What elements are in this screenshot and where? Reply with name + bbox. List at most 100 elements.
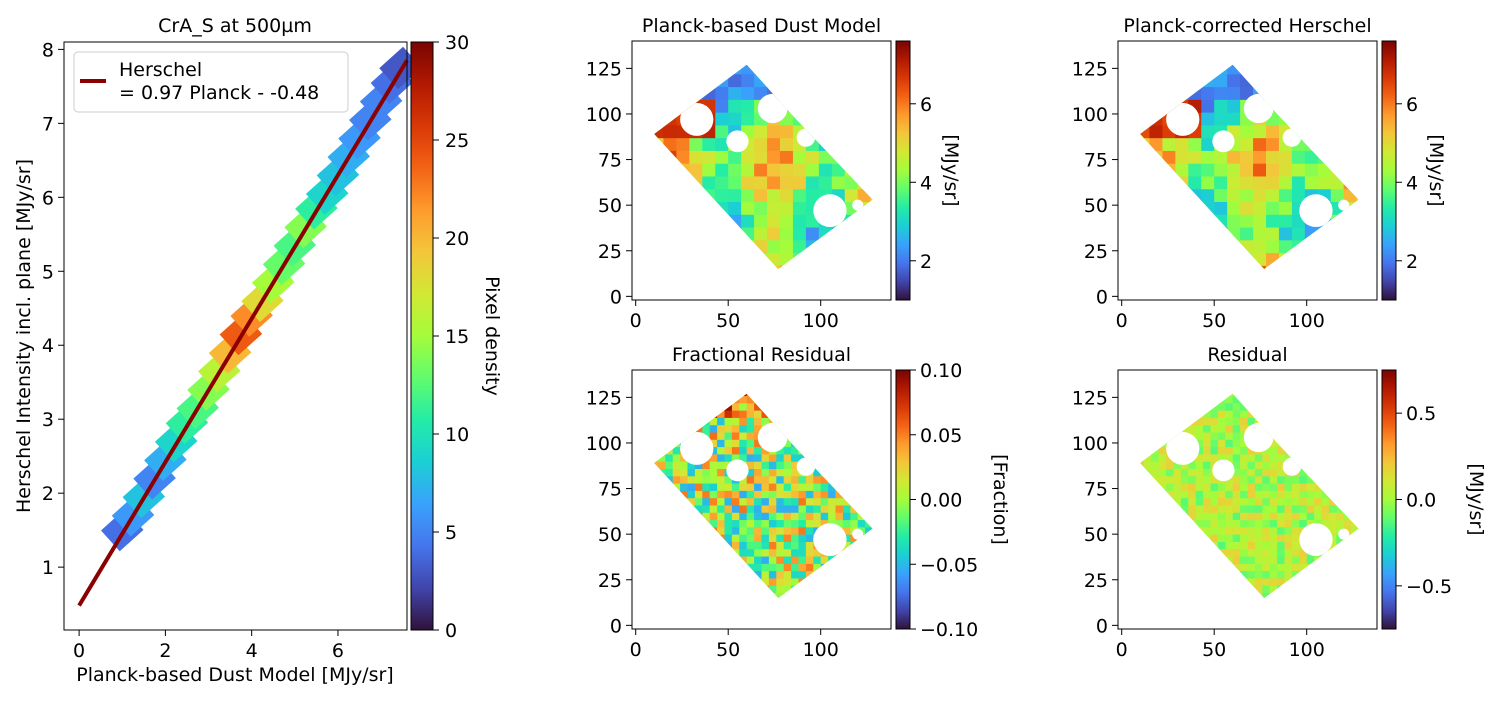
y-tick-label: 25: [1084, 241, 1108, 263]
masked-hole: [1299, 194, 1333, 228]
corrected_herschel-colorbar-label: [MJy/sr]: [1425, 134, 1447, 206]
hist2d-x-label: Planck-based Dust Model [MJy/sr]: [76, 664, 393, 686]
colorbar-tick-label: 4: [920, 172, 932, 194]
legend-entry-line2: = 0.97 Planck - -0.48: [119, 82, 319, 104]
colorbar-tick-label: 6: [920, 94, 932, 116]
colorbar-tick-label: 0.0: [1406, 490, 1436, 512]
colorbar-tick-label: 0.5: [1406, 403, 1436, 425]
legend-box: [73, 51, 349, 113]
y-tick-label: 1: [42, 557, 54, 579]
colorbar-tick-label: 2: [920, 251, 932, 273]
y-tick-label: 50: [598, 195, 622, 217]
colorbar-tick-label: 5: [445, 522, 457, 544]
masked-hole: [726, 130, 749, 153]
colorbar-tick-label: 4: [1406, 172, 1418, 194]
dust_model-map-field: [654, 64, 873, 269]
map-panels: Planck-based Dust Model 0 50 100 0 25 50 75 100 1…: [586, 15, 1487, 661]
hist2d-x-ticks: 0 2 4 6: [73, 630, 344, 662]
masked-hole: [757, 93, 788, 124]
y-tick-label: 125: [1072, 58, 1108, 80]
masked-hole: [726, 459, 749, 482]
y-tick-label: 0: [610, 615, 622, 637]
colorbar-tick-label: −0.10: [920, 619, 978, 641]
hist2d-y-ticks: 1 2 3 4 5 6 7 8: [42, 39, 64, 579]
y-tick-label: 100: [586, 433, 622, 455]
x-tick-label: 50: [1202, 310, 1226, 332]
y-tick-label: 75: [1084, 150, 1108, 172]
x-tick-label: 4: [246, 640, 258, 662]
x-tick-label: 50: [716, 310, 740, 332]
x-tick-label: 0: [1116, 639, 1128, 661]
masked-hole: [852, 199, 864, 211]
masked-hole: [796, 457, 816, 476]
fractional_residual-colorbar: [895, 369, 911, 630]
masked-hole: [1243, 93, 1274, 124]
y-tick-label: 7: [42, 113, 54, 135]
dust_model-colorbar: [895, 40, 911, 301]
y-tick-label: 8: [42, 39, 54, 61]
y-tick-label: 5: [42, 261, 54, 283]
y-tick-label: 25: [1084, 570, 1108, 592]
x-tick-label: 50: [716, 639, 740, 661]
y-tick-label: 6: [42, 187, 54, 209]
masked-hole: [813, 194, 847, 228]
dust_model-title: Planck-based Dust Model: [642, 15, 881, 37]
dust_model-panel: Planck-based Dust Model 0 50 100 0 25 50 75 100 1…: [586, 15, 962, 332]
masked-hole: [1212, 130, 1235, 153]
x-tick-label: 2: [159, 640, 171, 662]
x-tick-label: 100: [1289, 310, 1325, 332]
y-tick-label: 50: [598, 524, 622, 546]
masked-hole: [813, 523, 847, 557]
masked-hole: [1212, 459, 1235, 482]
masked-hole: [852, 528, 864, 540]
x-tick-label: 100: [1289, 639, 1325, 661]
colorbar-tick-label: 15: [445, 326, 469, 348]
y-tick-label: 125: [1072, 387, 1108, 409]
colorbar-tick-label: 25: [445, 130, 469, 152]
x-tick-label: 6: [332, 640, 344, 662]
colorbar-tick-label: 0.10: [920, 360, 962, 382]
y-tick-label: 100: [1072, 433, 1108, 455]
corrected_herschel-title: Planck-corrected Herschel: [1123, 15, 1371, 37]
masked-hole: [1166, 103, 1200, 136]
hist2d-axes-frame: [63, 41, 408, 631]
y-tick-label: 0: [610, 286, 622, 308]
hist2d-colorbar-label: Pixel density: [481, 276, 503, 396]
fractional_residual-map-field: [654, 393, 873, 598]
masked-hole: [1282, 128, 1302, 147]
legend-entry-line1: Herschel: [119, 59, 202, 81]
y-tick-label: 100: [1072, 104, 1108, 126]
y-tick-label: 50: [1084, 195, 1108, 217]
y-tick-label: 75: [598, 479, 622, 501]
hist2d-colorbar-ticks: 0 5 10 15 20 25 30: [433, 32, 469, 642]
colorbar-tick-label: 20: [445, 228, 469, 250]
colorbar-tick-label: 30: [445, 32, 469, 54]
hist2d-legend: Herschel = 0.97 Planck - -0.48: [73, 51, 349, 113]
corrected_herschel-axes-frame: [1117, 40, 1378, 301]
x-tick-label: 0: [1116, 310, 1128, 332]
x-tick-label: 0: [630, 639, 642, 661]
masked-hole: [680, 103, 714, 136]
residual-map-field: [1140, 393, 1359, 598]
y-tick-label: 125: [586, 387, 622, 409]
y-tick-label: 125: [586, 58, 622, 80]
fractional_residual-axes-frame: [631, 369, 892, 630]
y-tick-label: 25: [598, 241, 622, 263]
masked-hole: [1338, 199, 1350, 211]
y-tick-label: 0: [1096, 286, 1108, 308]
x-tick-label: 100: [803, 639, 839, 661]
y-tick-label: 75: [1084, 479, 1108, 501]
x-tick-label: 100: [803, 310, 839, 332]
fractional_residual-colorbar-label: [Fraction]: [989, 454, 1011, 545]
masked-hole: [1243, 422, 1274, 453]
hist2d-y-label: Herschel Intensity incl. plane [MJy/sr]: [13, 159, 35, 513]
y-tick-label: 100: [586, 104, 622, 126]
residual-panel: Residual 0 50 100 0 25 50 75 100 125 0.5 0.0 −0.5 [MJ…: [1072, 344, 1487, 661]
corrected_herschel-panel: Planck-corrected Herschel 0 50 100 0 25 50 75 10…: [1072, 15, 1447, 332]
hist2d-fit-line: [77, 59, 409, 607]
x-tick-label: 50: [1202, 639, 1226, 661]
corrected_herschel-map-field: [1140, 64, 1359, 269]
y-tick-label: 75: [598, 150, 622, 172]
colorbar-tick-label: 0.00: [920, 490, 962, 512]
